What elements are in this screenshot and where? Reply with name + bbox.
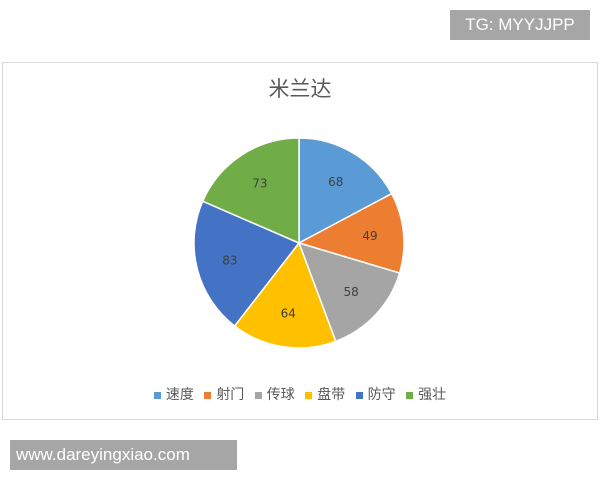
legend-swatch bbox=[254, 391, 262, 399]
data-label: 73 bbox=[252, 176, 267, 190]
pie-slice-传球 bbox=[297, 241, 401, 343]
legend-item: 速度 bbox=[153, 384, 194, 404]
legend-label: 防守 bbox=[367, 387, 396, 403]
legend-swatch bbox=[204, 391, 212, 399]
legend-swatch bbox=[406, 391, 414, 399]
legend-swatch bbox=[355, 391, 363, 399]
watermark-top: TG: MYYJJPP bbox=[450, 10, 590, 40]
data-label: 58 bbox=[344, 285, 359, 299]
pie-slice-盘带 bbox=[233, 241, 337, 349]
watermark-bottom: www.dareyingxiao.com bbox=[10, 440, 237, 470]
legend-swatch bbox=[305, 391, 313, 399]
data-label: 64 bbox=[281, 307, 296, 321]
pie-slice-强壮 bbox=[201, 137, 300, 245]
chart-title: 米兰达 bbox=[268, 77, 332, 101]
legend-item: 盘带 bbox=[305, 384, 345, 404]
legend-label: 速度 bbox=[165, 387, 194, 403]
legend: 速度 射门 传球 盘带 防守 强壮 bbox=[0, 384, 600, 404]
legend-item: 强壮 bbox=[406, 384, 446, 404]
data-label: 49 bbox=[362, 229, 377, 243]
data-label: 68 bbox=[328, 175, 343, 189]
data-label: 83 bbox=[222, 254, 237, 268]
legend-item: 传球 bbox=[254, 384, 295, 404]
legend-label: 传球 bbox=[266, 387, 295, 403]
legend-label: 强壮 bbox=[418, 387, 447, 403]
legend-item: 防守 bbox=[355, 384, 396, 404]
pie-slice-速度 bbox=[298, 137, 393, 245]
legend-item: 射门 bbox=[204, 384, 244, 404]
legend-swatch bbox=[153, 391, 161, 399]
legend-label: 射门 bbox=[216, 387, 245, 403]
pie-slice-射门 bbox=[297, 192, 405, 274]
chart-frame bbox=[2, 62, 598, 420]
legend-label: 盘带 bbox=[317, 387, 346, 403]
